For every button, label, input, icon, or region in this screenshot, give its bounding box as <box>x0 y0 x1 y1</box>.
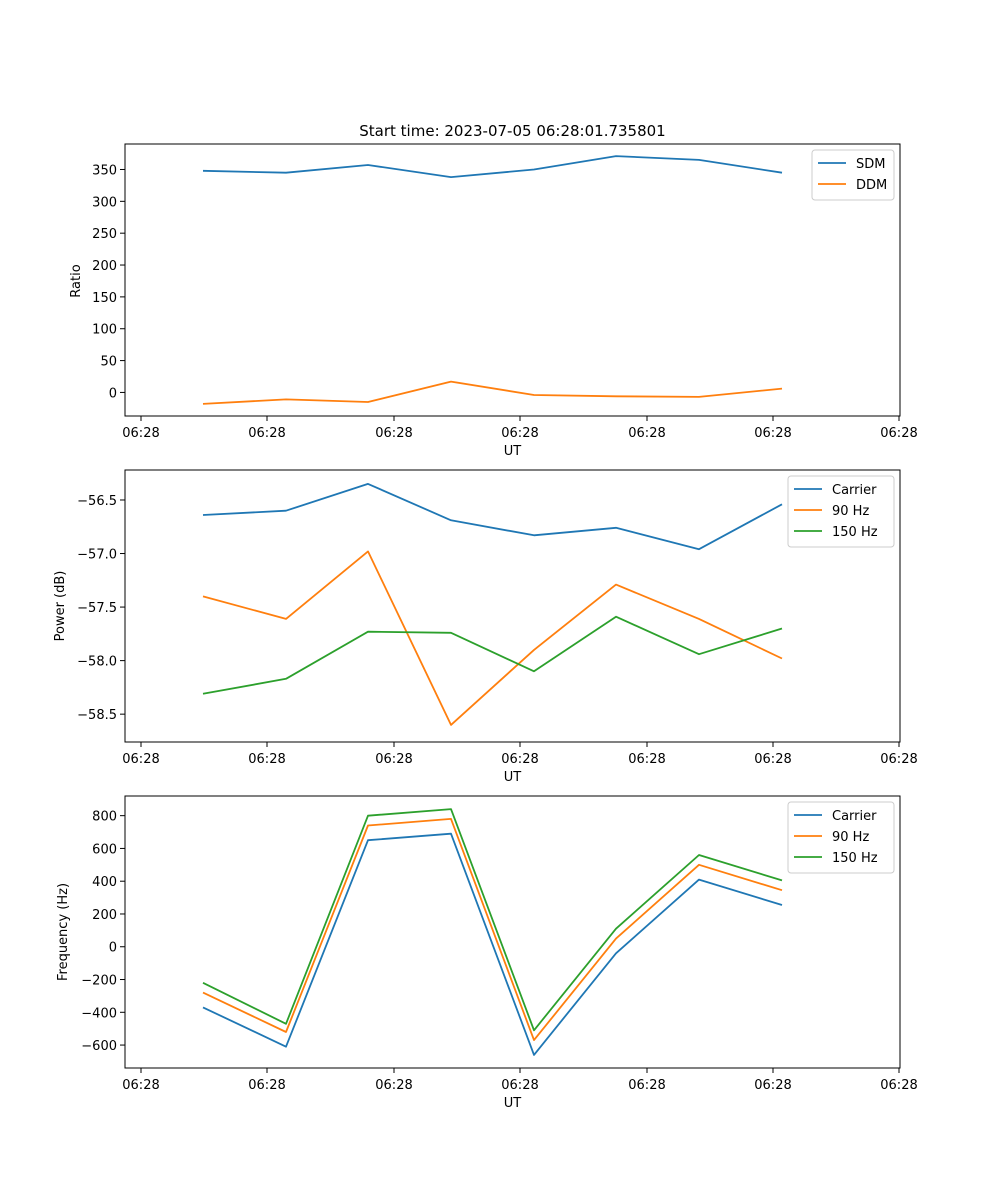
x-tick-label: 06:28 <box>122 752 159 767</box>
y-tick-label: 0 <box>109 386 117 401</box>
series-line-90-hz <box>202 818 783 1041</box>
x-tick-label: 06:28 <box>754 426 791 441</box>
x-axis-ticks: 06:28 06:28 06:28 06:28 06:28 06:28 06:28 <box>122 742 918 767</box>
x-axis-label: UT <box>504 770 522 785</box>
y-tick-label: 800 <box>92 810 117 825</box>
y-tick-label: 100 <box>92 323 117 338</box>
series-line-150-hz <box>202 808 783 1032</box>
y-axis-label: Frequency (Hz) <box>56 883 71 981</box>
legend-label: SDM <box>856 157 885 172</box>
x-tick-label: 06:28 <box>375 752 412 767</box>
x-tick-label: 06:28 <box>248 752 285 767</box>
x-tick-label: 06:28 <box>248 426 285 441</box>
legend-label: 150 Hz <box>832 851 878 866</box>
x-tick-label: 06:28 <box>501 752 538 767</box>
y-tick-label: 200 <box>92 259 117 274</box>
y-axis-ticks: 0 50 100 150 200 250 300 350 <box>92 163 125 401</box>
chart-title: Start time: 2023-07-05 06:28:01.735801 <box>359 122 665 140</box>
x-tick-label: 06:28 <box>754 1078 791 1093</box>
y-axis-ticks: −600 −400 −200 0 200 400 600 800 <box>81 810 125 1054</box>
y-tick-label: 300 <box>92 195 117 210</box>
power-panel: −58.5−58.0−57.5−57.0−56.5 06:28 06:28 06:2… <box>53 469 918 785</box>
y-tick-label: 600 <box>92 842 117 857</box>
legend-label: 150 Hz <box>832 525 878 540</box>
y-axis-label: Ratio <box>69 264 84 297</box>
ratio-panel: Start time: 2023-07-05 06:28:01.735801 0… <box>69 122 918 459</box>
y-tick-label: 400 <box>92 875 117 890</box>
x-tick-label: 06:28 <box>501 1078 538 1093</box>
y-tick-label: 50 <box>100 355 117 370</box>
y-tick-label: −600 <box>81 1039 117 1054</box>
y-tick-label: −57.0 <box>77 548 117 563</box>
legend-label: 90 Hz <box>832 504 869 519</box>
series-line-ddm <box>202 380 783 405</box>
x-tick-label: 06:28 <box>375 426 412 441</box>
series-line-150-hz <box>202 615 783 695</box>
legend-label: DDM <box>856 178 887 193</box>
x-tick-label: 06:28 <box>628 426 665 441</box>
x-tick-label: 06:28 <box>122 1078 159 1093</box>
x-axis-label: UT <box>504 444 522 459</box>
y-tick-label: −56.5 <box>77 494 117 509</box>
y-tick-label: −57.5 <box>77 601 117 616</box>
legend-box <box>787 801 895 874</box>
legend: SDM DDM <box>811 149 895 201</box>
legend-box <box>787 475 895 548</box>
legend: Carrier 90 Hz 150 Hz <box>787 475 895 548</box>
legend-label: Carrier <box>832 483 877 498</box>
x-axis-ticks: 06:28 06:28 06:28 06:28 06:28 06:28 06:28 <box>122 1068 918 1093</box>
legend-label: 90 Hz <box>832 830 869 845</box>
x-tick-label: 06:28 <box>501 426 538 441</box>
series-line-carrier <box>202 482 783 551</box>
plot-frame <box>124 143 901 417</box>
x-tick-label: 06:28 <box>248 1078 285 1093</box>
y-tick-label: 150 <box>92 291 117 306</box>
y-axis-ticks: −58.5 −58.0 −57.5 −57.0 −56.5 <box>77 494 125 723</box>
y-tick-label: −58.5 <box>77 708 117 723</box>
x-tick-label: 06:28 <box>375 1078 412 1093</box>
x-tick-label: 06:28 <box>880 426 917 441</box>
series-line-sdm <box>202 155 783 179</box>
plot-frame <box>124 469 901 743</box>
series-line-90-hz <box>202 550 783 726</box>
x-tick-label: 06:28 <box>754 752 791 767</box>
x-tick-label: 06:28 <box>628 1078 665 1093</box>
y-tick-label: 350 <box>92 163 117 178</box>
y-tick-label: 0 <box>109 941 117 956</box>
y-tick-label: −400 <box>81 1006 117 1021</box>
y-tick-label: 250 <box>92 227 117 242</box>
x-tick-label: 06:28 <box>628 752 665 767</box>
y-tick-label: −200 <box>81 974 117 989</box>
legend: Carrier 90 Hz 150 Hz <box>787 801 895 874</box>
y-axis-label: Power (dB) <box>53 571 68 642</box>
series-line-carrier <box>202 832 783 1056</box>
series-lines <box>202 808 783 1056</box>
plot-frame <box>124 795 901 1069</box>
x-tick-label: 06:28 <box>122 426 159 441</box>
y-tick-label: 200 <box>92 908 117 923</box>
x-axis-label: UT <box>504 1096 522 1111</box>
series-lines <box>202 482 783 726</box>
x-axis-ticks: 06:28 06:28 06:28 06:28 06:28 06:28 06:28 <box>122 416 918 441</box>
legend-label: Carrier <box>832 809 877 824</box>
y-tick-label: −58.0 <box>77 655 117 670</box>
series-lines <box>202 155 783 405</box>
x-tick-label: 06:28 <box>880 752 917 767</box>
x-tick-label: 06:28 <box>880 1078 917 1093</box>
